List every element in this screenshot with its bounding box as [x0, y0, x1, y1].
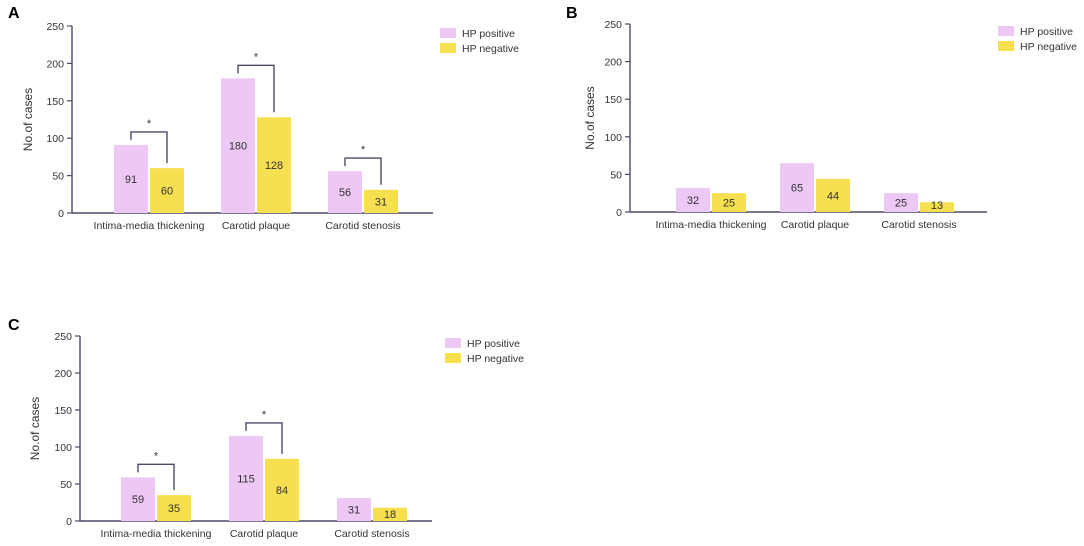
- x-tick-label: Carotid plaque: [222, 220, 290, 232]
- x-tick-label: Intima-media thickening: [656, 219, 767, 231]
- legend-swatch-hp-negative: [445, 353, 461, 363]
- x-tick-label: Intima-media thickening: [94, 220, 205, 232]
- y-tick-label: 100: [604, 132, 622, 144]
- bar-hp-positive: [121, 477, 155, 521]
- bar-hp-positive: [114, 144, 148, 213]
- bar-value-label: 32: [687, 195, 699, 207]
- bar-hp-negative: [150, 168, 184, 213]
- y-axis-label: No.of cases: [28, 397, 42, 460]
- x-tick-label: Carotid plaque: [781, 219, 849, 231]
- bar-value-label: 56: [339, 187, 351, 199]
- significance-bracket: [237, 64, 275, 113]
- y-tick-label: 200: [54, 368, 72, 380]
- bar-hp-positive: [229, 435, 263, 521]
- panel-letter: B: [566, 5, 578, 22]
- legend-label: HP negative: [467, 353, 524, 365]
- bar-value-label: 91: [125, 174, 137, 186]
- bar-hp-negative: [265, 458, 299, 521]
- y-tick-label: 250: [604, 19, 622, 31]
- y-tick-label: 0: [66, 516, 72, 528]
- bar-value-label: 31: [375, 196, 387, 208]
- significance-bracket: [137, 463, 175, 491]
- x-tick-label: Intima-media thickening: [101, 528, 212, 540]
- bar-value-label: 65: [791, 183, 803, 195]
- bar-value-label: 128: [265, 160, 283, 172]
- bar-value-label: 180: [229, 141, 247, 153]
- y-tick-label: 0: [58, 208, 64, 220]
- x-tick-label: Carotid stenosis: [325, 220, 400, 232]
- y-tick-label: 150: [46, 96, 64, 108]
- y-tick-label: 100: [54, 442, 72, 454]
- legend-swatch-hp-negative: [440, 43, 456, 53]
- legend-swatch-hp-positive: [998, 26, 1014, 36]
- significance-star: *: [147, 118, 152, 130]
- bar-value-label: 35: [168, 503, 180, 515]
- bar-hp-negative: [364, 189, 398, 213]
- y-tick-label: 150: [54, 405, 72, 417]
- significance-star: *: [361, 144, 366, 156]
- y-tick-label: 150: [604, 94, 622, 106]
- legend-label: HP positive: [467, 338, 520, 350]
- legend-label: HP positive: [462, 28, 515, 40]
- significance-star: *: [262, 409, 267, 421]
- panel-a: A 0 50 100 150 200 250 No.of cases 91 60 Intima-me…: [8, 5, 519, 232]
- bar-hp-negative: [257, 117, 291, 213]
- bar-value-label: 25: [895, 198, 907, 210]
- significance-star: *: [154, 450, 159, 462]
- y-tick-label: 100: [46, 133, 64, 145]
- panel-letter: C: [8, 317, 20, 334]
- legend-label: HP positive: [1020, 26, 1073, 38]
- y-tick-label: 250: [46, 21, 64, 33]
- bar-hp-positive: [676, 187, 710, 212]
- significance-bracket: [344, 157, 382, 185]
- bar-hp-negative: [712, 193, 746, 212]
- y-axis-label: No.of cases: [583, 86, 597, 149]
- panel-c: C 0 50 100 150 200 250 No.of cases 59 35 Intima-me…: [8, 317, 524, 540]
- legend-swatch-hp-positive: [440, 28, 456, 38]
- bar-value-label: 44: [827, 190, 839, 202]
- bar-hp-negative: [816, 178, 850, 212]
- legend-label: HP negative: [1020, 41, 1077, 53]
- x-tick-label: Carotid stenosis: [881, 219, 956, 231]
- y-tick-label: 0: [616, 207, 622, 219]
- bar-hp-negative: [373, 507, 407, 521]
- y-tick-label: 250: [54, 331, 72, 343]
- legend-swatch-hp-negative: [998, 41, 1014, 51]
- bar-value-label: 18: [384, 509, 396, 521]
- panel-b: B 0 50 100 150 200 250 No.of cases 32 25 Intima-me…: [566, 5, 1077, 231]
- y-tick-label: 50: [60, 479, 72, 491]
- bar-hp-positive: [337, 498, 371, 521]
- bar-hp-positive: [221, 78, 255, 213]
- bar-hp-negative: [920, 202, 954, 212]
- y-tick-label: 200: [604, 57, 622, 69]
- significance-star: *: [254, 51, 259, 63]
- bar-value-label: 13: [931, 200, 943, 212]
- panel-letter: A: [8, 5, 20, 22]
- bar-hp-positive: [328, 171, 362, 213]
- significance-bracket: [245, 422, 283, 454]
- y-tick-label: 50: [610, 169, 622, 181]
- bar-value-label: 59: [132, 494, 144, 506]
- significance-bracket: [130, 131, 168, 164]
- bar-value-label: 25: [723, 198, 735, 210]
- bar-value-label: 31: [348, 505, 360, 517]
- x-tick-label: Carotid plaque: [230, 528, 298, 540]
- x-tick-label: Carotid stenosis: [334, 528, 409, 540]
- bar-hp-positive: [884, 193, 918, 212]
- bar-value-label: 115: [237, 473, 255, 485]
- bar-hp-positive: [780, 163, 814, 212]
- bar-value-label: 60: [161, 186, 173, 198]
- bar-hp-negative: [157, 495, 191, 521]
- legend-label: HP negative: [462, 43, 519, 55]
- y-tick-label: 200: [46, 58, 64, 70]
- legend-swatch-hp-positive: [445, 338, 461, 348]
- y-axis-label: No.of cases: [21, 88, 35, 151]
- bar-value-label: 84: [276, 485, 288, 497]
- y-tick-label: 50: [52, 171, 64, 183]
